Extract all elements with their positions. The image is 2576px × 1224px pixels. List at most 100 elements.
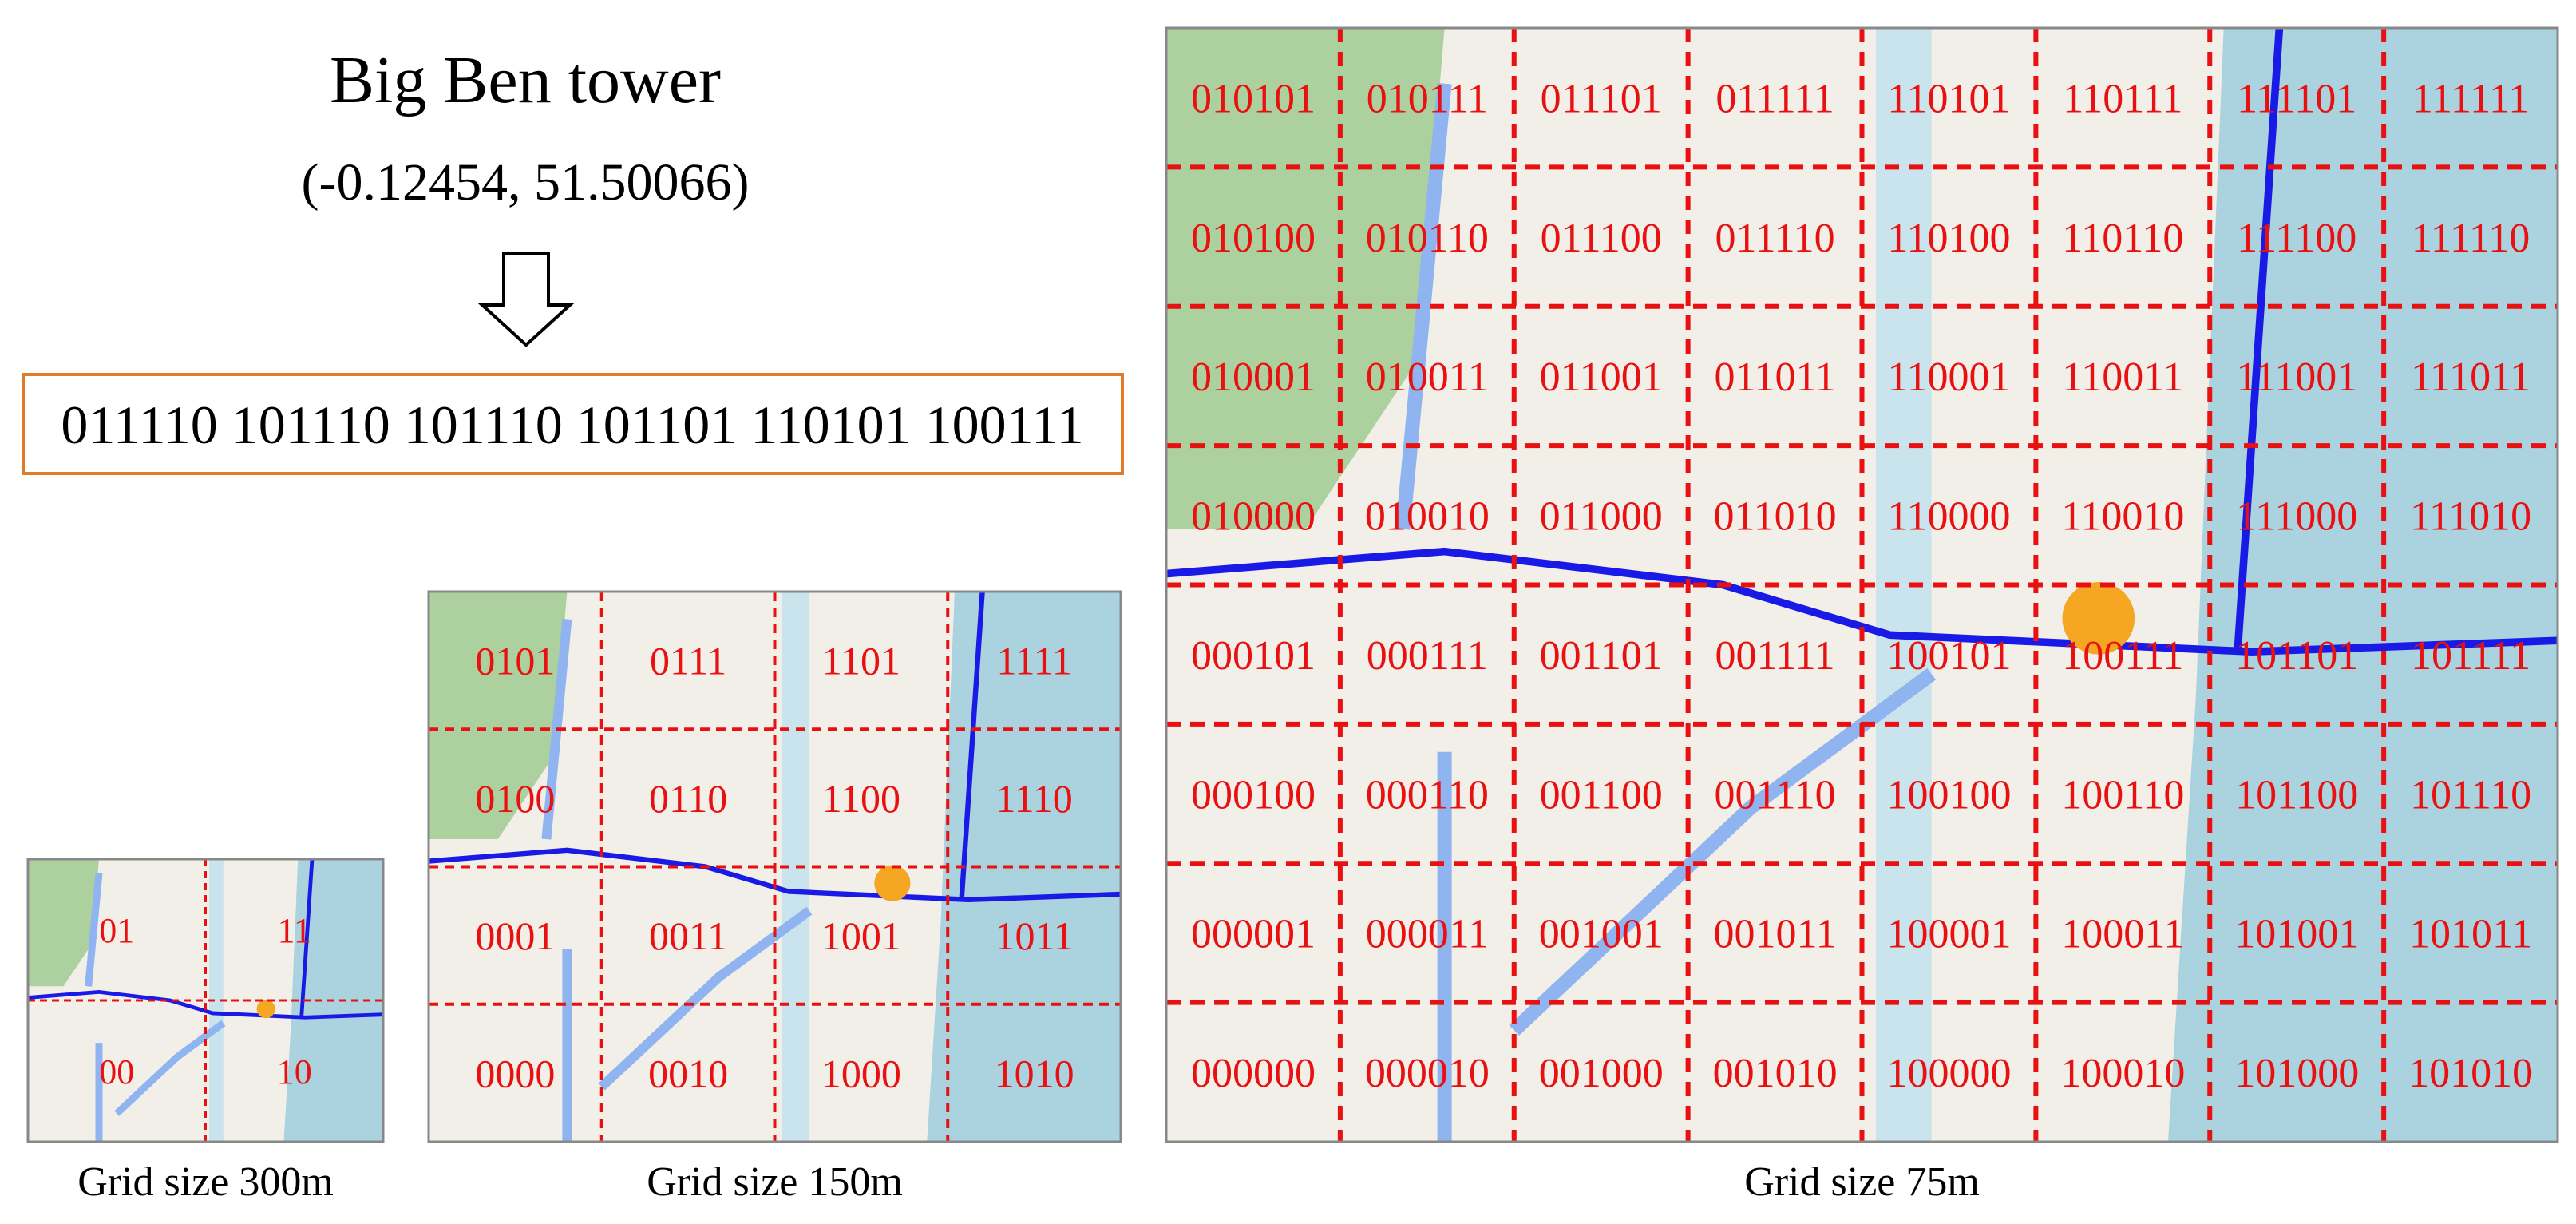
cell-code: 100101: [1886, 633, 2011, 679]
cell-code: 011011: [1714, 355, 1835, 400]
cell-code: 010100: [1191, 216, 1316, 261]
cell-code: 0001: [475, 913, 555, 958]
side-road: [1395, 82, 1936, 1142]
cell-code: 101111: [2411, 633, 2530, 679]
park: [28, 859, 99, 987]
map-border: [427, 590, 1122, 1143]
cell-code: 111100: [2237, 216, 2356, 261]
park: [429, 592, 568, 840]
map-border: [1165, 26, 2559, 1143]
cell-code: 100100: [1886, 772, 2011, 818]
home-marker: [256, 1000, 275, 1019]
main-road: [27, 858, 384, 1020]
cell-code: 000010: [1365, 1051, 1490, 1096]
cell-code: 111011: [2411, 355, 2530, 400]
cell-code: 000000: [1191, 1051, 1316, 1096]
cell-code: 001110: [1714, 772, 1835, 818]
cell-code: 111101: [2237, 76, 2356, 121]
main-road: [1165, 27, 2558, 656]
cell-code: 011111: [1715, 76, 1834, 121]
park: [1166, 28, 1445, 529]
main-road: [428, 591, 1122, 903]
cell-code: 1001: [821, 913, 901, 958]
cell-code: 011000: [1540, 494, 1663, 540]
cell-code: 011100: [1541, 216, 1662, 261]
cell-code: 1000: [821, 1051, 901, 1095]
cell-code: 1110: [995, 776, 1072, 821]
cell-code: 101110: [2410, 772, 2531, 818]
map: 0101 0111 1101 1111 0100 0110 1100 1110 0001 0011…: [427, 590, 1122, 1143]
cell-code: 001001: [1539, 912, 1664, 957]
home-marker: [874, 865, 911, 901]
cell-code: 111111: [2412, 76, 2529, 121]
cell-code: 111001: [2236, 355, 2357, 400]
cell-code: 000101: [1191, 633, 1316, 679]
cell-code: 101100: [2235, 772, 2358, 818]
code-box: [22, 373, 1124, 475]
cell-code: 001010: [1713, 1051, 1838, 1096]
grid-caption: Grid size 150m: [647, 1159, 903, 1205]
cell-code: 111000: [2236, 494, 2357, 540]
cell-code: 11: [278, 911, 311, 950]
cell-code: 110001: [1887, 355, 2010, 400]
cell-code: 110011: [2062, 355, 2183, 400]
cell-code: 0111: [650, 639, 726, 683]
cell-code: 110111: [2063, 76, 2182, 121]
cell-code: 000100: [1191, 772, 1316, 818]
cell-code: 1010: [995, 1051, 1074, 1095]
map: 01 11 00 10: [26, 858, 385, 1143]
cell-code: 011001: [1540, 355, 1663, 400]
cell-code: 010110: [1366, 216, 1489, 261]
cell-code: 100010: [2060, 1051, 2185, 1096]
cell-code: 000111: [1367, 633, 1488, 679]
cell-code: 100011: [2061, 912, 2184, 957]
cell-code: 100001: [1886, 912, 2011, 957]
grid-caption: Grid size 300m: [77, 1159, 334, 1205]
cell-code: 0000: [475, 1051, 555, 1095]
cell-code: 110000: [1887, 494, 2010, 540]
cell-code: 010011: [1366, 355, 1489, 400]
cell-code: 001101: [1540, 633, 1663, 679]
grid-caption: Grid size 75m: [1744, 1159, 1980, 1205]
code: 011110 101110 101110 101101 110101 10011…: [61, 394, 1083, 455]
cell-code: 0100: [475, 776, 555, 821]
cell-code: 011010: [1714, 494, 1837, 540]
cell-code: 001100: [1540, 772, 1663, 818]
cell-code: 001111: [1715, 633, 1834, 679]
cell-code: 10: [277, 1052, 312, 1091]
cell-code: 00: [99, 1052, 134, 1091]
map: 010101 010111 011101 011111 110101 110111 1111…: [1165, 26, 2559, 1143]
cell-code: 000110: [1366, 772, 1489, 818]
cell-code: 0011: [649, 913, 727, 958]
cell-code: 010001: [1191, 355, 1316, 400]
cell-code: 010010: [1365, 494, 1490, 540]
cell-code: 1101: [822, 639, 900, 683]
cell-code: 101010: [2408, 1051, 2533, 1096]
side-road: [85, 873, 226, 1142]
cell-code: 110010: [2061, 494, 2184, 540]
cell-code: 100111: [2062, 633, 2183, 679]
cell-code: 101001: [2234, 912, 2359, 957]
cell-code: 111010: [2410, 494, 2531, 540]
down-arrow: [477, 252, 575, 347]
canal: [208, 859, 224, 1142]
cell-code: 0010: [648, 1051, 728, 1095]
cell-code: 010111: [1367, 76, 1488, 121]
cell-code: 111110: [2412, 216, 2530, 261]
cell-code: 0110: [649, 776, 727, 821]
cell-code: 000011: [1366, 912, 1489, 957]
cell-code: 000001: [1191, 912, 1316, 957]
cell-code: 010000: [1191, 494, 1316, 540]
cell-code: 1100: [822, 776, 900, 821]
cell-code: 01: [99, 911, 134, 950]
home-marker: [2062, 582, 2135, 655]
coordinates: (-0.12454, 51.50066): [302, 153, 750, 212]
cell-code: 011101: [1541, 76, 1662, 121]
cell-code: 110110: [2062, 216, 2183, 261]
cell-code: 100000: [1886, 1051, 2011, 1096]
cell-code: 101101: [2235, 633, 2358, 679]
cell-code: 110100: [1887, 216, 2010, 261]
cell-code: 010101: [1191, 76, 1316, 121]
map-border: [26, 858, 385, 1143]
